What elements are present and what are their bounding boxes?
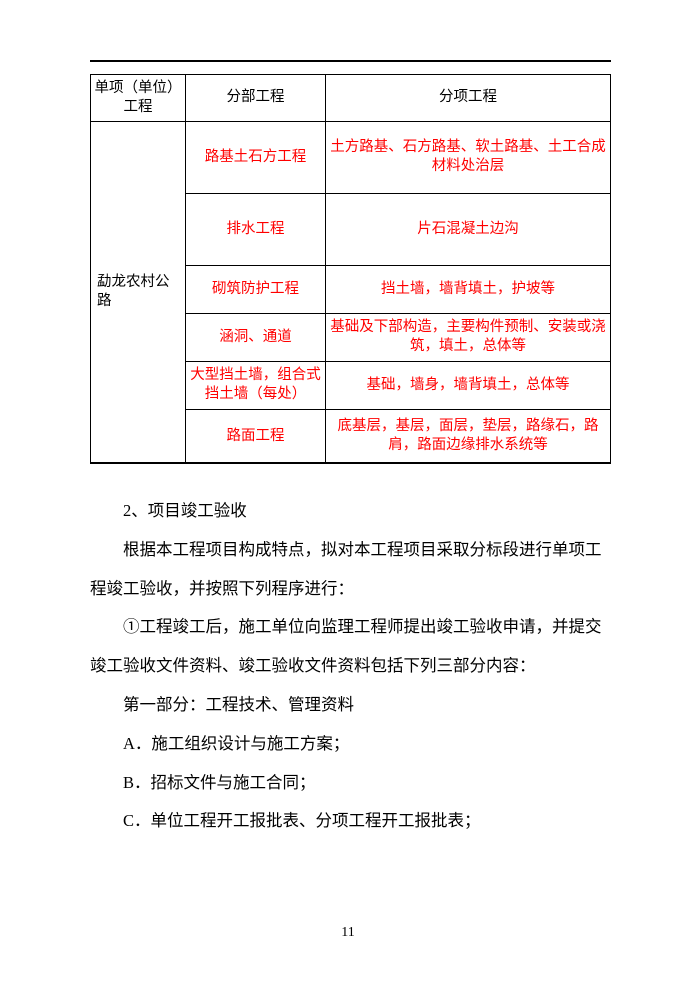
page-number: 11	[0, 925, 696, 941]
para: A．施工组织设计与施工方案；	[90, 725, 611, 764]
table-header-row: 单项（单位） 工程 分部工程 分项工程	[91, 75, 611, 122]
para: 第一部分：工程技术、管理资料	[90, 686, 611, 725]
para: C．单位工程开工报批表、分项工程开工报批表；	[90, 802, 611, 841]
cell-c: 基础及下部构造，主要构件预制、安装或浇筑，填土，总体等	[326, 313, 611, 361]
top-rule	[90, 60, 611, 62]
cell-c: 土方路基、石方路基、软土路基、土工合成材料处治层	[326, 121, 611, 193]
body-text: 2、项目竣工验收 根据本工程项目构成特点，拟对本工程项目采取分标段进行单项工程竣…	[90, 492, 611, 841]
cell-c: 基础，墙身，墙背填土，总体等	[326, 361, 611, 409]
cell-b: 排水工程	[186, 193, 326, 265]
para-text: 根据本工程项目构成特点，拟对本工程项目采取分标段进行单项工程竣工验收，并按照下列…	[90, 540, 602, 598]
cell-c: 底基层，基层，面层，垫层，路缘石，路肩，路面边缘排水系统等	[326, 409, 611, 463]
header-col3: 分项工程	[326, 75, 611, 122]
header-col1-line1: 单项（单位）	[95, 80, 182, 96]
cell-c: 片石混凝土边沟	[326, 193, 611, 265]
header-col1: 单项（单位） 工程	[91, 75, 186, 122]
cell-b: 涵洞、通道	[186, 313, 326, 361]
table-row: 勐龙农村公路 路基土石方工程 土方路基、石方路基、软土路基、土工合成材料处治层	[91, 121, 611, 193]
cell-b: 路基土石方工程	[186, 121, 326, 193]
project-name-cell: 勐龙农村公路	[91, 121, 186, 463]
project-name: 勐龙农村公路	[97, 274, 170, 309]
para-heading: 2、项目竣工验收	[90, 492, 611, 531]
para: B．招标文件与施工合同；	[90, 764, 611, 803]
header-col1-line2: 工程	[124, 99, 153, 115]
cell-b: 路面工程	[186, 409, 326, 463]
header-col2: 分部工程	[186, 75, 326, 122]
division-table: 单项（单位） 工程 分部工程 分项工程 勐龙农村公路 路基土石方工程 土方路基、…	[90, 74, 611, 464]
cell-b: 大型挡土墙，组合式挡土墙（每处）	[186, 361, 326, 409]
cell-b: 砌筑防护工程	[186, 265, 326, 313]
cell-c: 挡土墙，墙背填土，护坡等	[326, 265, 611, 313]
para: 根据本工程项目构成特点，拟对本工程项目采取分标段进行单项工程竣工验收，并按照下列…	[90, 531, 611, 609]
para-text: ①工程竣工后，施工单位向监理工程师提出竣工验收申请，并提交竣工验收文件资料、竣工…	[90, 617, 602, 675]
para: ①工程竣工后，施工单位向监理工程师提出竣工验收申请，并提交竣工验收文件资料、竣工…	[90, 608, 611, 686]
